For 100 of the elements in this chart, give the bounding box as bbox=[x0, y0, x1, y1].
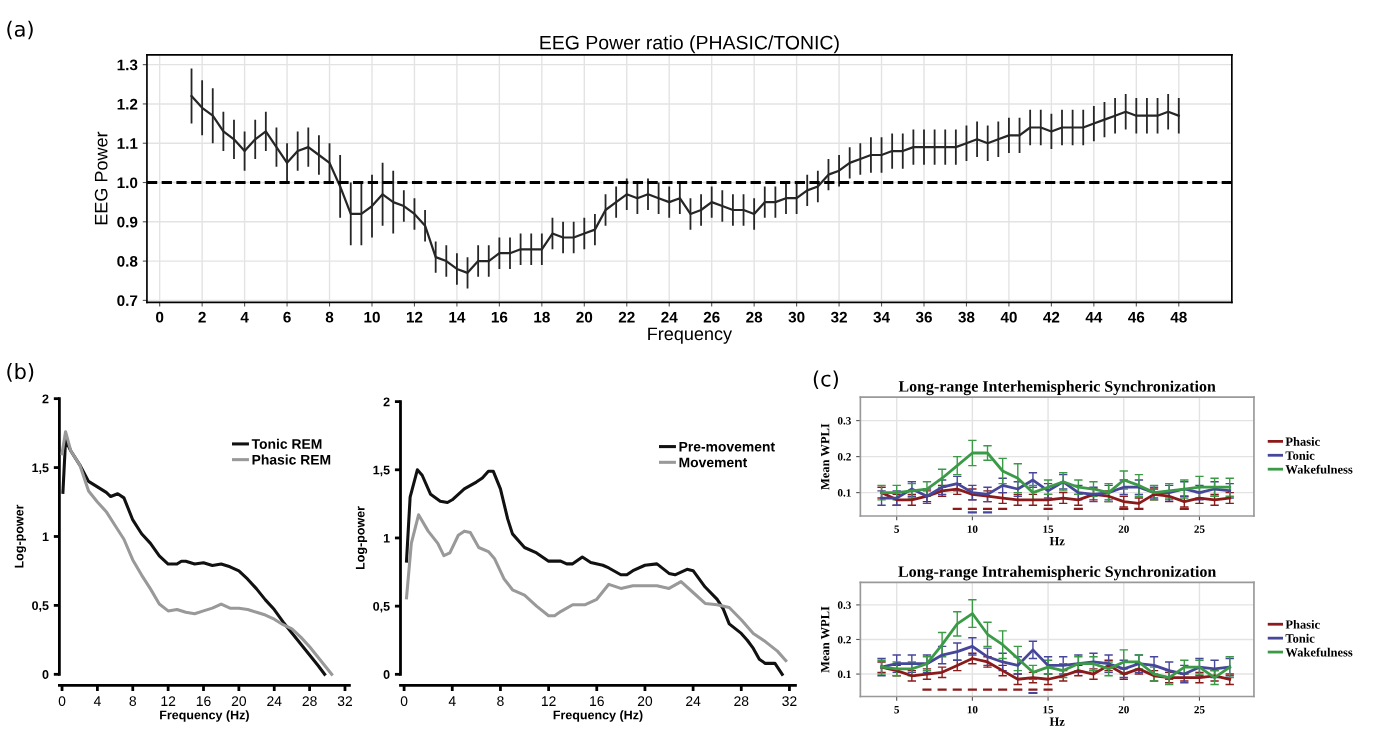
y-tick-label: 0,5 bbox=[373, 601, 390, 613]
y-axis-title: Mean WPLI bbox=[821, 423, 830, 490]
x-tick-label: 44 bbox=[1085, 311, 1103, 323]
chart-title: Long-range Interhemispheric Synchronization bbox=[898, 380, 1216, 396]
x-tick-label: 32 bbox=[782, 696, 797, 707]
x-tick-label: 25 bbox=[1194, 705, 1205, 714]
x-axis-title: Frequency (Hz) bbox=[553, 710, 643, 722]
y-axis-title: Log-power bbox=[14, 504, 27, 568]
legend-label: Phasic REM bbox=[252, 454, 331, 465]
legend-label: Tonic bbox=[1285, 633, 1315, 643]
x-tick-label: 20 bbox=[231, 696, 247, 707]
text: (b) bbox=[7, 363, 34, 382]
chart-title: Long-range Intrahemispheric Synchronization bbox=[898, 565, 1217, 581]
y-tick-label: 2 bbox=[42, 394, 49, 404]
x-tick-label: 48 bbox=[1170, 311, 1187, 323]
x-tick-label: 32 bbox=[337, 696, 352, 707]
x-tick-label: 30 bbox=[788, 311, 805, 323]
x-tick-label: 10 bbox=[967, 705, 978, 714]
legend-label: Movement bbox=[679, 457, 748, 468]
x-axis-title: Hz bbox=[1049, 537, 1065, 546]
chart-title: EEG Power ratio (PHASIC/TONIC) bbox=[540, 35, 839, 54]
x-tick-label: 38 bbox=[958, 311, 975, 323]
x-tick-label: 0 bbox=[400, 696, 408, 707]
y-tick-label: 0.3 bbox=[837, 417, 851, 425]
y-axis-title: Log-power bbox=[355, 506, 368, 570]
legend-label: Wakefulness bbox=[1285, 464, 1353, 474]
x-tick-label: 0 bbox=[156, 311, 164, 323]
legend-label: Wakefulness bbox=[1285, 647, 1353, 657]
x-tick-label: 20 bbox=[576, 311, 593, 323]
x-tick-label: 26 bbox=[703, 311, 720, 323]
y-tick-label: 0.2 bbox=[837, 453, 851, 461]
y-axis-title: EEG Power bbox=[94, 131, 108, 225]
y-tick-label: 1,5 bbox=[32, 463, 49, 475]
y-tick-label: 1 bbox=[383, 533, 390, 543]
x-tick-label: 8 bbox=[129, 696, 137, 707]
x-tick-label: 40 bbox=[1000, 311, 1017, 323]
x-tick-label: 6 bbox=[283, 311, 291, 323]
x-tick-label: 42 bbox=[1043, 311, 1060, 323]
x-tick-label: 16 bbox=[590, 696, 604, 707]
x-tick-label: 12 bbox=[541, 696, 556, 706]
y-tick-label: 0.7 bbox=[117, 295, 138, 307]
x-tick-label: 0 bbox=[58, 696, 66, 707]
x-tick-label: 28 bbox=[746, 311, 763, 323]
x-tick-label: 20 bbox=[637, 696, 653, 707]
x-tick-label: 2 bbox=[198, 311, 206, 323]
y-tick-label: 0.1 bbox=[837, 670, 851, 679]
x-tick-label: 5 bbox=[894, 525, 900, 533]
y-tick-label: 0.2 bbox=[837, 635, 851, 644]
y-tick-label: 1.0 bbox=[117, 177, 138, 189]
y-tick-label: 0.1 bbox=[837, 489, 851, 497]
x-axis-title: Frequency (Hz) bbox=[160, 710, 249, 722]
y-tick-label: 0.9 bbox=[117, 216, 138, 228]
x-tick-label: 20 bbox=[1118, 705, 1129, 714]
x-tick-label: 15 bbox=[1043, 705, 1054, 714]
x-tick-label: 4 bbox=[448, 696, 456, 706]
y-tick-label: 1,5 bbox=[373, 465, 390, 477]
y-tick-label: 0 bbox=[383, 670, 390, 679]
y-tick-label: 1 bbox=[42, 532, 49, 542]
x-tick-label: 20 bbox=[1118, 525, 1129, 533]
x-tick-label: 12 bbox=[161, 696, 176, 706]
y-tick-label: 0 bbox=[42, 670, 49, 679]
y-tick-label: 1.2 bbox=[117, 98, 138, 110]
text: (a) bbox=[7, 20, 33, 40]
x-tick-label: 32 bbox=[830, 311, 847, 323]
y-tick-label: 0.8 bbox=[117, 255, 138, 267]
y-tick-label: 1.3 bbox=[117, 59, 138, 71]
x-tick-label: 46 bbox=[1128, 311, 1145, 323]
x-tick-label: 10 bbox=[364, 311, 380, 323]
x-tick-label: 18 bbox=[534, 311, 550, 323]
x-tick-label: 4 bbox=[93, 696, 101, 706]
x-tick-label: 5 bbox=[894, 706, 900, 714]
x-tick-label: 24 bbox=[661, 311, 678, 323]
x-tick-label: 8 bbox=[497, 696, 504, 707]
legend-label: Tonic bbox=[1285, 450, 1315, 460]
x-tick-label: 12 bbox=[406, 311, 423, 323]
x-tick-label: 22 bbox=[618, 311, 635, 323]
text: (c) bbox=[813, 370, 838, 390]
legend-label: Phasic bbox=[1285, 619, 1320, 629]
x-tick-label: 4 bbox=[240, 311, 249, 323]
x-tick-label: 10 bbox=[967, 525, 978, 533]
x-axis-title: Frequency bbox=[648, 327, 733, 344]
y-axis-title: Mean WPLI bbox=[821, 606, 830, 673]
x-tick-label: 28 bbox=[302, 696, 317, 707]
legend-label: Pre-movement bbox=[679, 441, 775, 452]
x-tick-label: 16 bbox=[196, 696, 211, 707]
x-tick-label: 28 bbox=[734, 696, 749, 707]
y-tick-label: 2 bbox=[383, 397, 390, 407]
x-tick-label: 16 bbox=[491, 311, 508, 323]
x-tick-label: 24 bbox=[686, 696, 701, 706]
x-tick-label: 36 bbox=[915, 311, 932, 323]
x-tick-label: 25 bbox=[1194, 525, 1205, 533]
x-tick-label: 15 bbox=[1043, 525, 1054, 533]
legend-label: Tonic REM bbox=[251, 438, 322, 449]
legend-label: Phasic bbox=[1285, 437, 1320, 446]
y-tick-label: 0.3 bbox=[837, 601, 851, 609]
y-tick-label: 0,5 bbox=[32, 601, 49, 612]
x-tick-label: 8 bbox=[325, 311, 334, 323]
x-tick-label: 34 bbox=[873, 311, 890, 323]
y-tick-label: 1.1 bbox=[117, 138, 138, 149]
x-tick-label: 24 bbox=[267, 696, 282, 706]
